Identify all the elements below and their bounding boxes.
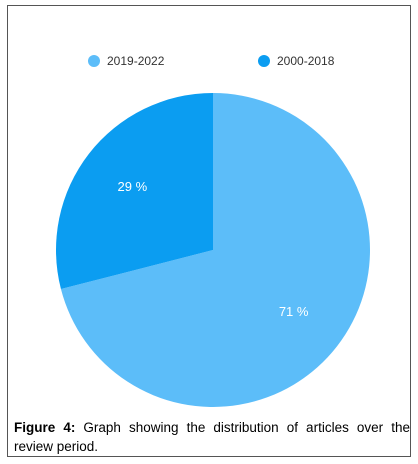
caption-label: Figure 4:	[14, 420, 76, 435]
pie-slice	[60, 93, 371, 407]
value-label: 29 %	[118, 179, 148, 194]
figure-frame	[7, 5, 411, 457]
value-label: 71 %	[279, 304, 309, 319]
caption-text: Graph showing the distribution of articl…	[14, 420, 410, 454]
legend-marker	[88, 55, 100, 67]
legend-label: 2000-2018	[277, 54, 335, 68]
pie-slice	[55, 93, 213, 290]
legend-marker	[258, 55, 270, 67]
caption: Figure 4: Graph showing the distribution…	[14, 418, 410, 456]
chart: 2019-2022 2000-2018 71 % 29 %	[55, 54, 371, 407]
legend-label: 2019-2022	[107, 54, 165, 68]
